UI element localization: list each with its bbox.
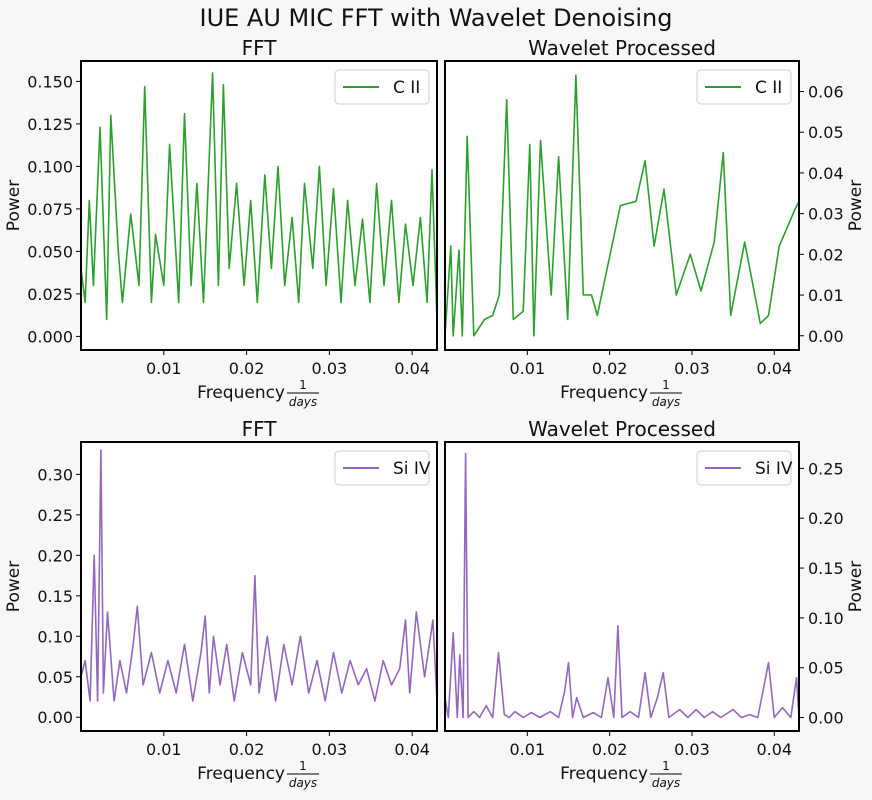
panel-1: FFT 0.01 0.02 0.03 0.04 0.000 0.025 0.050 0.075 0… xyxy=(4,36,438,409)
y-tick-label: 0.30 xyxy=(37,465,73,484)
x-tick-label: 0.02 xyxy=(592,359,628,378)
y-tick-label: 0.000 xyxy=(27,327,73,346)
x-tick-label: 0.03 xyxy=(312,740,348,759)
y-tick-label: 0.075 xyxy=(27,200,73,219)
y-tick-label: 0.25 xyxy=(808,459,844,478)
panel-2: Wavelet Processed 0.01 0.02 0.03 0.04 0.00 0.0… xyxy=(444,36,866,409)
plot-area xyxy=(445,442,799,731)
y-tick-label: 0.04 xyxy=(808,164,844,183)
x-tick-label: 0.02 xyxy=(229,740,265,759)
legend-label: Si IV xyxy=(393,459,431,479)
y-tick-label: 0.15 xyxy=(808,559,844,578)
y-axis-label: Power xyxy=(4,561,24,612)
x-tick-label: 0.04 xyxy=(394,740,430,759)
y-tick-label: 0.125 xyxy=(27,115,73,134)
y-tick-label: 0.05 xyxy=(808,123,844,142)
y-tick-label: 0.00 xyxy=(808,327,844,346)
x-label-fraction-numerator: 1 xyxy=(299,759,307,773)
x-label-fraction-denominator: days xyxy=(289,395,317,409)
x-tick-label: 0.01 xyxy=(146,740,182,759)
y-tick-label: 0.03 xyxy=(808,205,844,224)
series-line-1 xyxy=(80,72,438,321)
figure-title: IUE AU MIC FFT with Wavelet Denoising xyxy=(199,4,672,32)
legend xyxy=(334,69,430,105)
x-label-fraction-numerator: 1 xyxy=(299,378,307,392)
y-tick-label: 0.01 xyxy=(808,286,844,305)
panel-title: Wavelet Processed xyxy=(528,417,716,441)
y-tick-label: 0.150 xyxy=(27,72,73,91)
axes-frame xyxy=(80,441,438,732)
y-tick-label: 0.20 xyxy=(37,546,73,565)
x-tick-label: 0.01 xyxy=(510,740,546,759)
axes-frame xyxy=(444,60,800,351)
legend xyxy=(696,450,792,486)
y-axis-label: Power xyxy=(846,180,866,231)
y-tick-label: 0.10 xyxy=(808,609,844,628)
y-tick-label: 0.10 xyxy=(37,627,73,646)
panel-4: Wavelet Processed 0.01 0.02 0.03 0.04 0.00 0.0… xyxy=(444,417,866,790)
x-label-fraction-denominator: days xyxy=(289,776,317,790)
x-axis-label: Frequency xyxy=(197,764,285,784)
y-axis-label: Power xyxy=(4,180,24,231)
x-tick-label: 0.01 xyxy=(510,359,546,378)
x-tick-label: 0.03 xyxy=(312,359,348,378)
legend xyxy=(334,450,430,486)
x-tick-label: 0.01 xyxy=(146,359,182,378)
x-label-fraction-denominator: days xyxy=(652,395,680,409)
axes-frame xyxy=(444,441,800,732)
y-tick-label: 0.00 xyxy=(37,708,73,727)
legend-label: C II xyxy=(755,78,782,98)
x-axis-label: Frequency xyxy=(197,383,285,403)
y-tick-label: 0.02 xyxy=(808,245,844,264)
y-tick-label: 0.15 xyxy=(37,587,73,606)
y-tick-label: 0.05 xyxy=(808,659,844,678)
y-tick-label: 0.25 xyxy=(37,506,73,525)
y-tick-label: 0.05 xyxy=(37,668,73,687)
panel-title: Wavelet Processed xyxy=(528,36,716,60)
x-tick-label: 0.03 xyxy=(674,359,710,378)
x-tick-label: 0.04 xyxy=(756,740,792,759)
y-tick-label: 0.100 xyxy=(27,157,73,176)
legend-label: Si IV xyxy=(755,459,793,479)
legend-label: C II xyxy=(393,78,420,98)
axes-frame xyxy=(80,60,438,351)
x-tick-label: 0.02 xyxy=(229,359,265,378)
x-tick-label: 0.03 xyxy=(674,740,710,759)
x-tick-label: 0.04 xyxy=(394,359,430,378)
series-line-1 xyxy=(80,449,438,702)
x-label-fraction-numerator: 1 xyxy=(662,759,670,773)
y-tick-label: 0.00 xyxy=(808,709,844,728)
x-label-fraction-denominator: days xyxy=(652,776,680,790)
y-tick-label: 0.025 xyxy=(27,285,73,304)
series-line-1 xyxy=(444,74,800,337)
series-line-1 xyxy=(444,452,800,719)
y-tick-label: 0.20 xyxy=(808,509,844,528)
x-axis-label: Frequency xyxy=(560,383,648,403)
panel-title: FFT xyxy=(242,417,278,441)
x-label-fraction-numerator: 1 xyxy=(662,378,670,392)
y-tick-label: 0.06 xyxy=(808,83,844,102)
panel-3: FFT 0.01 0.02 0.03 0.04 0.00 0.05 0.10 0.15 0.20 0… xyxy=(4,417,438,790)
legend xyxy=(696,69,792,105)
x-axis-label: Frequency xyxy=(560,764,648,784)
y-tick-label: 0.050 xyxy=(27,242,73,261)
x-tick-label: 0.04 xyxy=(756,359,792,378)
x-tick-label: 0.02 xyxy=(592,740,628,759)
panel-title: FFT xyxy=(242,36,278,60)
y-axis-label: Power xyxy=(846,561,866,612)
